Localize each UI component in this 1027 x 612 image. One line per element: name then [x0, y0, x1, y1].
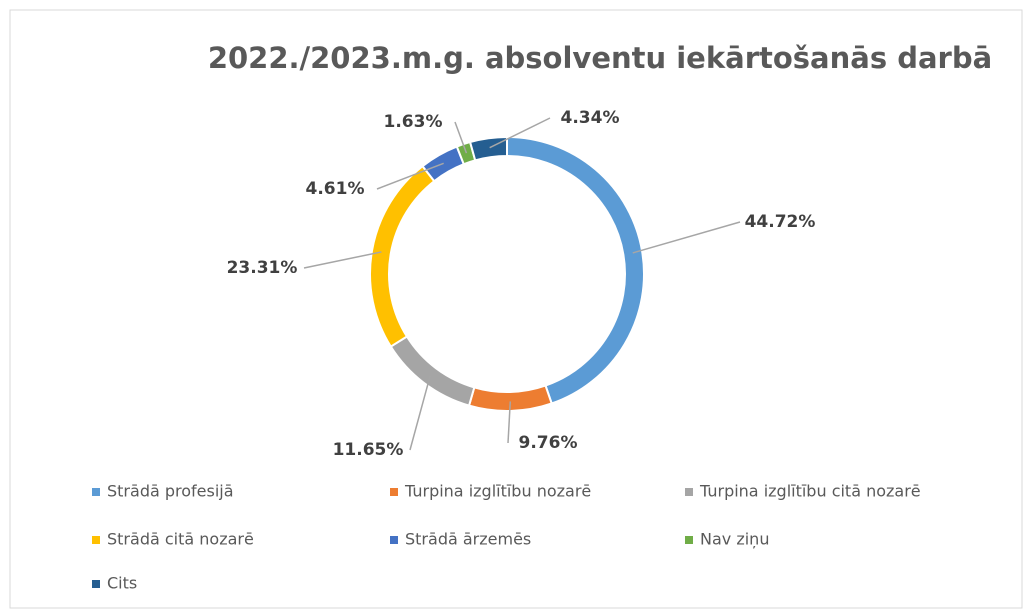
data-label: 44.72%	[745, 212, 816, 232]
leader-line	[303, 251, 382, 269]
donut-segment	[468, 135, 508, 162]
data-label: 11.65%	[333, 440, 404, 460]
legend-swatch	[390, 536, 398, 544]
leader-line	[632, 221, 741, 254]
data-label: 9.76%	[519, 433, 578, 453]
chart-border	[9, 9, 1023, 609]
leader-line	[376, 162, 444, 190]
legend-swatch	[685, 536, 693, 544]
legend-label: Nav ziņu	[700, 530, 769, 549]
legend-label: Turpina izglītību citā nozarē	[699, 482, 921, 501]
legend-swatch	[92, 580, 100, 588]
leader-line	[489, 117, 551, 149]
chart-title: 2022./2023.m.g. absolventu iekārtošanās …	[208, 41, 992, 75]
legend-swatch	[92, 536, 100, 544]
leader-line	[454, 121, 468, 154]
leader-line	[507, 401, 512, 444]
legend-swatch	[390, 488, 398, 496]
legend-swatch	[685, 488, 693, 496]
legend-label: Strādā ārzemēs	[405, 530, 531, 549]
legend-label: Strādā citā nozarē	[107, 530, 254, 549]
data-label: 4.61%	[306, 179, 365, 199]
legend-label: Cits	[107, 574, 137, 593]
legend-label: Strādā profesijā	[107, 482, 234, 501]
legend-swatch	[92, 488, 100, 496]
legend-label: Turpina izglītību nozarē	[404, 482, 591, 501]
leader-line	[409, 375, 431, 451]
data-label: 1.63%	[384, 112, 443, 132]
data-label: 4.34%	[561, 108, 620, 128]
data-label: 23.31%	[227, 258, 298, 278]
